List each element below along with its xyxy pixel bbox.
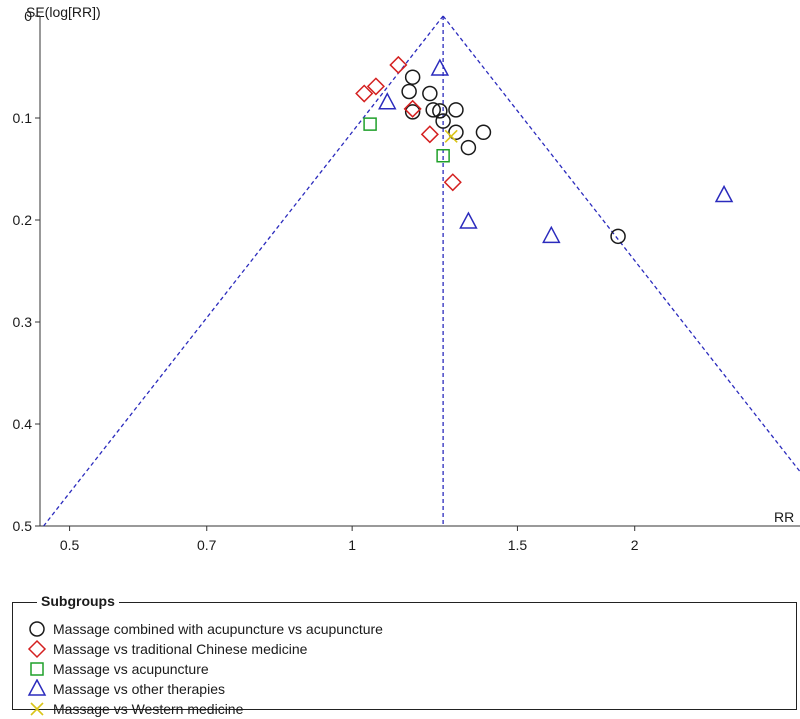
legend-label: Massage vs other therapies bbox=[53, 681, 225, 697]
funnel-left-limit bbox=[43, 15, 444, 527]
x-tick-label: 0.7 bbox=[197, 537, 217, 553]
x-tick-label: 0.5 bbox=[60, 537, 80, 553]
y-tick-label: 0 bbox=[24, 8, 32, 24]
square-legend-symbol bbox=[30, 662, 44, 676]
y-tick-label: 0.1 bbox=[13, 110, 33, 126]
circle-data-point bbox=[448, 102, 464, 118]
legend: Subgroups Massage combined with acupunct… bbox=[12, 593, 797, 717]
legend-item: Massage vs acupuncture bbox=[27, 659, 209, 679]
circle-data-point bbox=[404, 104, 421, 120]
legend-item: Massage vs Western medicine bbox=[27, 699, 243, 719]
cross-data-point bbox=[444, 129, 458, 143]
legend-label: Massage combined with acupuncture vs acu… bbox=[53, 621, 383, 637]
circle-data-point bbox=[435, 113, 451, 129]
y-tick-label: 0.3 bbox=[13, 314, 33, 330]
circle-legend-marker bbox=[29, 621, 45, 637]
circle-data-point bbox=[422, 85, 438, 102]
cross-legend-symbol bbox=[30, 702, 44, 716]
circle-legend-symbol bbox=[29, 621, 45, 637]
diamond-data-point bbox=[366, 77, 385, 96]
circle-data-point bbox=[475, 124, 492, 141]
legend-label: Massage vs acupuncture bbox=[53, 661, 209, 677]
triangle-data-point bbox=[430, 58, 450, 76]
circle-data-point bbox=[460, 139, 477, 156]
circle-data-point bbox=[448, 124, 464, 141]
data-points bbox=[355, 55, 734, 245]
circle-data-point bbox=[401, 83, 417, 100]
funnel-plot: SE(log[RR]) RR 0 0.1 0.2 0.3 0.4 0.5 0.5 0.7 1 1.… bbox=[13, 4, 800, 553]
circle-data-point bbox=[425, 102, 441, 118]
legend-item: Massage combined with acupuncture vs acu… bbox=[27, 619, 383, 639]
diamond-data-point bbox=[443, 173, 462, 192]
diamond-data-point bbox=[355, 84, 374, 103]
x-tick-label: 1.5 bbox=[508, 537, 528, 553]
x-axis-title: RR bbox=[774, 509, 794, 525]
legend-label: Massage vs Western medicine bbox=[53, 701, 244, 717]
legend-item: Massage vs traditional Chinese medicine bbox=[27, 639, 307, 659]
triangle-legend-symbol bbox=[27, 679, 47, 696]
axes: 0 0.1 0.2 0.3 0.4 0.5 0.5 0.7 1 1.5 2 bbox=[13, 8, 800, 553]
cross-legend-marker bbox=[30, 702, 44, 716]
triangle-data-point bbox=[542, 225, 561, 244]
diamond-data-point bbox=[420, 125, 439, 144]
y-tick-label: 0.5 bbox=[13, 518, 33, 534]
triangle-data-point bbox=[714, 184, 734, 203]
circle-data-point bbox=[404, 69, 421, 85]
square-data-point bbox=[363, 117, 377, 131]
y-axis-title: SE(log[RR]) bbox=[26, 4, 101, 20]
y-tick-label: 0.4 bbox=[13, 416, 33, 432]
funnel-right-limit bbox=[442, 15, 800, 473]
diamond-legend-symbol bbox=[27, 639, 47, 659]
diamond-data-point bbox=[403, 99, 422, 118]
diamond-data-point bbox=[389, 55, 408, 75]
legend-label: Massage vs traditional Chinese medicine bbox=[53, 641, 308, 657]
legend-item: Massage vs other therapies bbox=[27, 679, 225, 699]
funnel-lines bbox=[43, 15, 800, 527]
triangle-legend-marker bbox=[27, 679, 47, 696]
y-tick-label: 0.2 bbox=[13, 212, 33, 228]
circle-data-point bbox=[432, 103, 448, 119]
square-data-point bbox=[436, 148, 450, 163]
triangle-data-point bbox=[378, 92, 397, 110]
x-tick-label: 2 bbox=[631, 537, 639, 553]
legend-title: Subgroups bbox=[37, 593, 119, 609]
circle-data-point bbox=[610, 228, 626, 245]
triangle-data-point bbox=[459, 211, 478, 229]
square-legend-marker bbox=[30, 662, 44, 676]
x-tick-label: 1 bbox=[348, 537, 356, 553]
diamond-legend-marker bbox=[27, 639, 47, 659]
